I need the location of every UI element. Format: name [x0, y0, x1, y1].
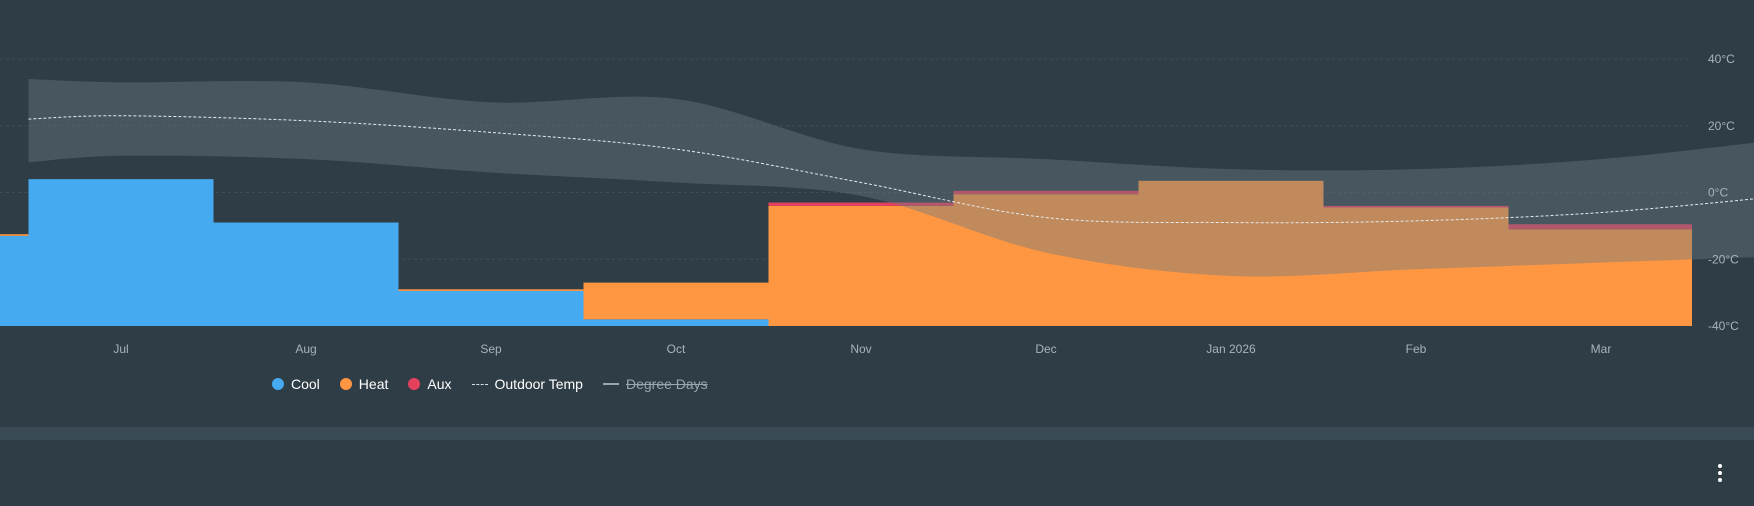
bar-heat: [0, 234, 29, 236]
bar-heat: [953, 194, 1139, 326]
x-tick-label: Jan 2026: [1206, 342, 1256, 356]
bar-aux: [1508, 224, 1692, 230]
legend-item-outdoor-temp[interactable]: Outdoor Temp: [471, 376, 583, 392]
y-tick-label: -20°C: [1708, 252, 1739, 266]
aux-dot-icon: [408, 378, 421, 390]
bar-heat: [398, 289, 584, 291]
heat-dot-icon: [339, 378, 352, 390]
legend-label-aux: Aux: [427, 376, 452, 392]
outdoor-temp-range-band: [28, 79, 1754, 277]
legend-item-aux[interactable]: Aux: [408, 376, 452, 392]
x-tick-label: Nov: [850, 342, 871, 356]
y-tick-label: -40°C: [1708, 319, 1739, 333]
legend-item-heat[interactable]: Heat: [339, 376, 389, 392]
more-vertical-icon-dot: [1718, 471, 1722, 475]
bar-cool: [213, 222, 399, 326]
legend-label-outdoor-temp: Outdoor Temp: [494, 376, 583, 392]
bar-heat: [583, 282, 769, 320]
bar-cool: [28, 179, 214, 326]
legend: Cool Heat Aux Outdoor Temp Degree Days: [272, 376, 708, 392]
more-options-button[interactable]: [1710, 460, 1730, 486]
y-tick-label: 0°C: [1708, 186, 1728, 200]
legend-label-heat: Heat: [358, 376, 389, 392]
legend-item-degree-days[interactable]: Degree Days: [602, 376, 708, 392]
bar-aux: [768, 202, 954, 206]
bar-cool: [0, 235, 29, 326]
x-tick-label: Jul: [113, 342, 128, 356]
x-tick-label: Mar: [1591, 342, 1612, 356]
x-tick-label: Dec: [1035, 342, 1056, 356]
x-axis-ticks: Jul Aug Sep Oct Nov Dec Jan 2026 Feb Mar: [113, 342, 1611, 356]
dashed-line-icon: [471, 383, 488, 385]
section-divider: [0, 427, 1754, 440]
cool-dot-icon: [272, 378, 284, 390]
x-tick-label: Aug: [295, 342, 316, 356]
bar-aux: [1323, 205, 1509, 208]
legend-label-degree-days: Degree Days: [625, 376, 708, 392]
bar-aux: [953, 190, 1139, 195]
x-tick-label: Sep: [480, 342, 502, 356]
x-tick-label: Oct: [667, 342, 686, 356]
bar-heat: [1138, 180, 1324, 326]
y-tick-label: 20°C: [1708, 119, 1735, 133]
outdoor-temp-line: [28, 115, 1754, 224]
bar-heat: [1323, 207, 1509, 326]
legend-item-cool[interactable]: Cool: [272, 376, 320, 392]
y-axis-ticks: 40°C 20°C 0°C -20°C -40°C: [1708, 52, 1739, 333]
x-tick-label: Feb: [1406, 342, 1427, 356]
bar-cool: [583, 319, 769, 326]
solid-line-icon: [602, 383, 619, 385]
bar-cool: [398, 290, 584, 326]
more-vertical-icon: [1718, 464, 1722, 468]
legend-label-cool: Cool: [291, 376, 320, 392]
chart: 40°C 20°C 0°C -20°C -40°C Jul Aug Sep Oct Nov Dec…: [0, 52, 1754, 356]
bar-heat: [1508, 229, 1692, 326]
bars: [0, 179, 1692, 326]
more-vertical-icon-dot: [1718, 478, 1722, 482]
bar-heat: [768, 205, 954, 326]
y-tick-label: 40°C: [1708, 52, 1735, 66]
